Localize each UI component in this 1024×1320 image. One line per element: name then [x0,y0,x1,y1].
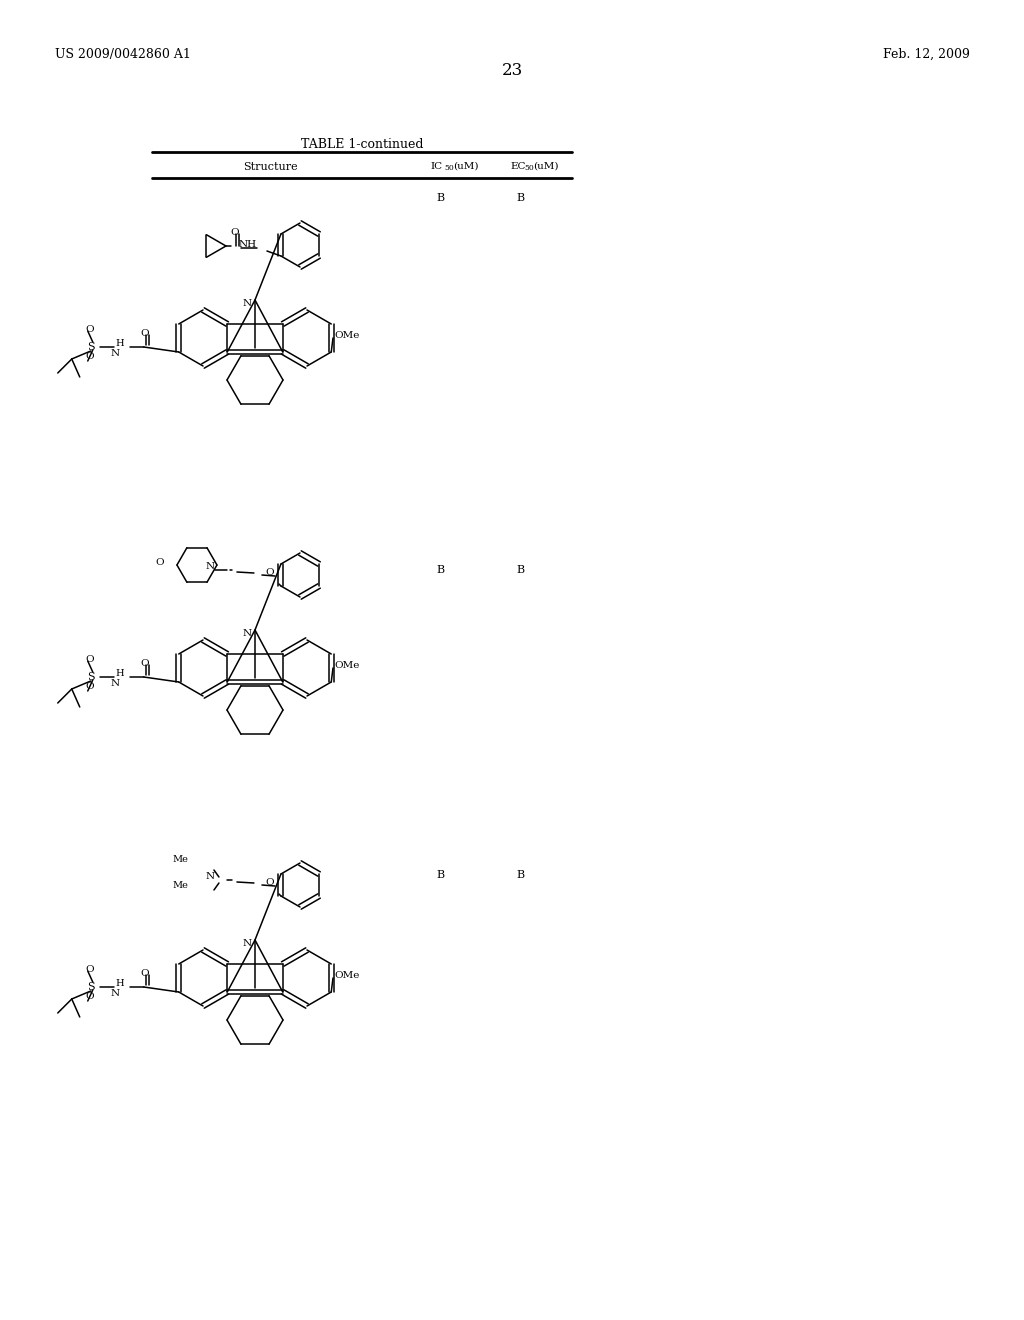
Text: N: N [111,989,120,998]
Text: B: B [516,870,524,880]
Text: S: S [87,342,94,352]
Text: O: O [86,965,94,974]
Text: 50: 50 [444,164,454,172]
Text: S: S [87,982,94,993]
Text: NH: NH [239,240,257,249]
Text: Me: Me [172,880,188,890]
Text: O: O [86,655,94,664]
Text: O: O [86,993,94,1001]
Text: O: O [265,568,274,577]
Text: O: O [86,682,94,690]
Text: 23: 23 [502,62,522,79]
Text: H: H [116,979,124,987]
Text: O: O [230,228,240,238]
Text: N: N [243,630,252,638]
Text: B: B [516,193,524,203]
Text: Me: Me [172,855,188,865]
Text: N: N [111,678,120,688]
Text: O: O [140,659,150,668]
Text: N: N [111,348,120,358]
Text: N: N [206,873,215,880]
Text: B: B [436,870,444,880]
Text: OMe: OMe [334,661,359,671]
Text: (uM): (uM) [453,162,478,172]
Text: O: O [86,325,94,334]
Text: N: N [243,300,252,308]
Text: OMe: OMe [334,972,359,979]
Text: O: O [140,969,150,978]
Text: 50: 50 [524,164,534,172]
Text: (uM): (uM) [534,162,558,172]
Text: N: N [206,562,215,572]
Text: IC: IC [430,162,442,172]
Text: B: B [436,565,444,576]
Text: OMe: OMe [334,331,359,341]
Text: Structure: Structure [243,162,297,172]
Text: N: N [243,939,252,948]
Text: H: H [116,339,124,348]
Text: O: O [156,558,164,568]
Text: B: B [516,565,524,576]
Text: O: O [265,878,274,887]
Text: S: S [87,672,94,682]
Text: O: O [140,329,150,338]
Text: O: O [86,352,94,360]
Text: US 2009/0042860 A1: US 2009/0042860 A1 [55,48,190,61]
Text: EC: EC [510,162,525,172]
Text: TABLE 1-continued: TABLE 1-continued [301,139,423,150]
Text: Feb. 12, 2009: Feb. 12, 2009 [883,48,970,61]
Text: B: B [436,193,444,203]
Text: H: H [116,669,124,678]
